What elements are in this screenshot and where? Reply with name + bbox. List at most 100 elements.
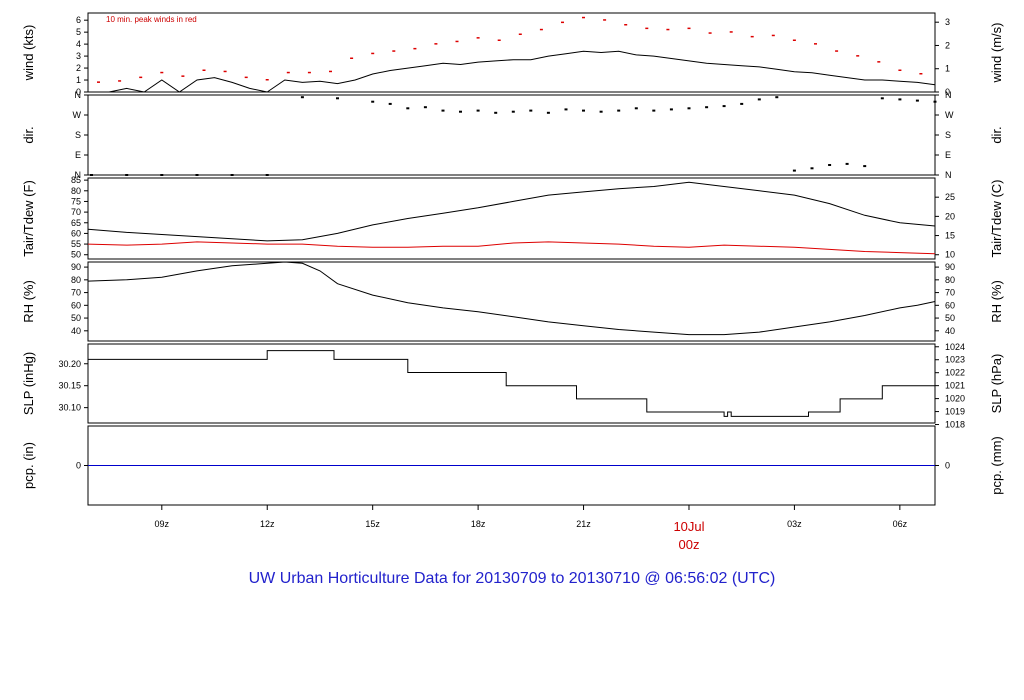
rh-left-tick-label: 80 bbox=[71, 275, 81, 285]
rh-right-tick-label: 60 bbox=[945, 300, 955, 310]
wind-peak-point bbox=[434, 43, 438, 45]
temp-left-tick-label: 60 bbox=[71, 228, 81, 238]
temp-left-tick-label: 85 bbox=[71, 175, 81, 185]
slp-frame bbox=[87, 343, 936, 424]
x-tick-label: 06z bbox=[893, 519, 908, 529]
dir-point bbox=[599, 110, 603, 113]
dir-point bbox=[476, 109, 480, 112]
rh-right-tick-label: 80 bbox=[945, 275, 955, 285]
dir-right-tick-label: S bbox=[945, 130, 951, 140]
wind-peak-point bbox=[455, 40, 459, 43]
wind-right-tick-label: 0 bbox=[945, 87, 950, 97]
dir-point bbox=[669, 108, 673, 111]
dir-point bbox=[388, 102, 392, 105]
slp-right-tick-label: 1023 bbox=[945, 355, 965, 365]
wind-peak-point bbox=[223, 70, 227, 73]
dir-point bbox=[441, 109, 445, 112]
rh-frame bbox=[87, 261, 936, 342]
temp-right-tick-label: 25 bbox=[945, 192, 955, 202]
temp-ylabel-right: Tair/Tdew (C) bbox=[989, 179, 1004, 257]
dir-point bbox=[564, 108, 568, 111]
wind-peak-point bbox=[476, 37, 480, 39]
x-tick-label: 18z bbox=[471, 519, 486, 529]
dir-point bbox=[687, 107, 691, 110]
slp-right-tick-label: 1020 bbox=[945, 394, 965, 404]
dir-point bbox=[775, 96, 779, 99]
dir-point bbox=[546, 111, 550, 114]
dir-point bbox=[652, 109, 656, 112]
wind-peak-point bbox=[118, 80, 122, 82]
wind-peak-point bbox=[708, 32, 712, 34]
temp-right-tick-label: 20 bbox=[945, 211, 955, 221]
wind-peak-point bbox=[181, 75, 185, 77]
dir-point bbox=[90, 174, 93, 176]
pcp-ylabel-left: pcp. (in) bbox=[21, 442, 36, 489]
pcp-right-tick-label: 0 bbox=[945, 461, 950, 471]
wind-left-tick-label: 6 bbox=[76, 15, 81, 25]
dir-point bbox=[336, 97, 339, 100]
temp-right-tick-label: 10 bbox=[945, 250, 955, 260]
dir-point bbox=[933, 100, 937, 103]
dir-panel: dir. dir.N NE ES SW WN N bbox=[21, 90, 1004, 180]
dir-point bbox=[915, 99, 919, 102]
wind-mean-line bbox=[88, 50, 936, 93]
wind-peak-point bbox=[729, 31, 733, 33]
dir-point bbox=[265, 174, 269, 176]
wind-peak-point bbox=[919, 73, 923, 75]
slp-line bbox=[88, 350, 935, 417]
temp-left-tick-label: 55 bbox=[71, 239, 81, 249]
slp-ylabel-right: SLP (hPa) bbox=[989, 354, 1004, 414]
dir-left-tick-label: W bbox=[73, 110, 82, 120]
wind-peak-point bbox=[771, 34, 775, 37]
dir-point bbox=[511, 110, 515, 113]
slp-right-tick-label: 1019 bbox=[945, 407, 965, 417]
wind-peak-point bbox=[603, 19, 607, 21]
wind-peak-point bbox=[392, 50, 396, 52]
temp-right-tick-label: 15 bbox=[945, 231, 955, 241]
wind-left-tick-label: 4 bbox=[76, 39, 81, 49]
pcp-panel: pcp. (in) pcp. (mm) 0 0 bbox=[21, 425, 1004, 506]
rh-left-tick-label: 60 bbox=[71, 300, 81, 310]
wind-peak-point bbox=[687, 27, 691, 30]
wind-peak-point bbox=[624, 24, 628, 26]
wind-right-tick-label: 3 bbox=[945, 17, 950, 27]
slp-right-tick-label: 1024 bbox=[945, 342, 965, 352]
dir-point bbox=[722, 105, 726, 108]
wind-right-tick-label: 1 bbox=[945, 64, 950, 74]
dir-point bbox=[423, 106, 427, 109]
rh-right-tick-label: 40 bbox=[945, 326, 955, 336]
dir-point bbox=[634, 107, 638, 110]
x-tick-label: 09z bbox=[155, 519, 170, 529]
dir-point bbox=[406, 107, 410, 110]
temp-left-tick-label: 80 bbox=[71, 186, 81, 196]
dir-left-tick-label: N bbox=[75, 170, 82, 180]
dir-point bbox=[880, 97, 884, 100]
wind-peak-point bbox=[97, 81, 100, 83]
wind-peak-point bbox=[160, 71, 164, 74]
wind-peak-point bbox=[139, 76, 143, 79]
temp-ylabel-left: Tair/Tdew (F) bbox=[21, 180, 36, 257]
wind-peak-point bbox=[750, 35, 754, 38]
dir-point bbox=[300, 96, 304, 99]
slp-panel: SLP (inHg) SLP (hPa) 30.10 30.15 30.20 1018 10… bbox=[21, 342, 1004, 430]
wind-frame bbox=[87, 12, 936, 93]
slp-right-tick-label: 1021 bbox=[945, 381, 965, 391]
wind-peak-point bbox=[792, 39, 796, 41]
x-tick-label: 21z bbox=[576, 519, 591, 529]
wind-peak-point bbox=[497, 39, 501, 41]
chart-caption: UW Urban Horticulture Data for 20130709 … bbox=[249, 570, 776, 587]
wind-left-tick-label: 3 bbox=[76, 51, 81, 61]
rh-panel: RH (%) RH (%) 40 50 60 70 80 90 40 50 60 70 80 90 bbox=[21, 261, 1004, 342]
wind-left-tick-label: 1 bbox=[76, 75, 81, 85]
dir-point bbox=[828, 164, 832, 166]
rh-line bbox=[87, 261, 936, 336]
wind-peak-point bbox=[329, 70, 332, 73]
dir-right-tick-label: N bbox=[945, 170, 952, 180]
wind-peak-point bbox=[286, 71, 290, 74]
wind-peak-point bbox=[877, 61, 881, 63]
rh-right-tick-label: 50 bbox=[945, 313, 955, 323]
rh-ylabel-left: RH (%) bbox=[21, 280, 36, 323]
dir-point bbox=[792, 169, 796, 172]
temp-frame bbox=[87, 177, 936, 260]
